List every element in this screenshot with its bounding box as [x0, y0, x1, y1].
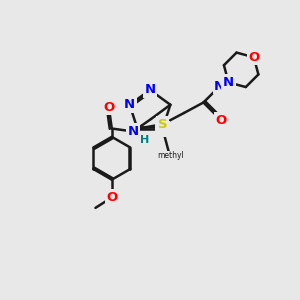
Text: O: O — [216, 114, 227, 127]
Text: N: N — [214, 80, 225, 93]
Text: N: N — [223, 76, 234, 89]
Text: N: N — [157, 122, 168, 135]
Text: S: S — [158, 118, 167, 131]
Text: N: N — [124, 98, 135, 111]
Text: N: N — [144, 83, 156, 97]
Text: H: H — [140, 135, 149, 145]
Text: N: N — [128, 125, 139, 138]
Text: O: O — [103, 100, 115, 114]
Text: O: O — [106, 191, 117, 204]
Text: O: O — [248, 51, 260, 64]
Text: methyl: methyl — [158, 151, 184, 160]
